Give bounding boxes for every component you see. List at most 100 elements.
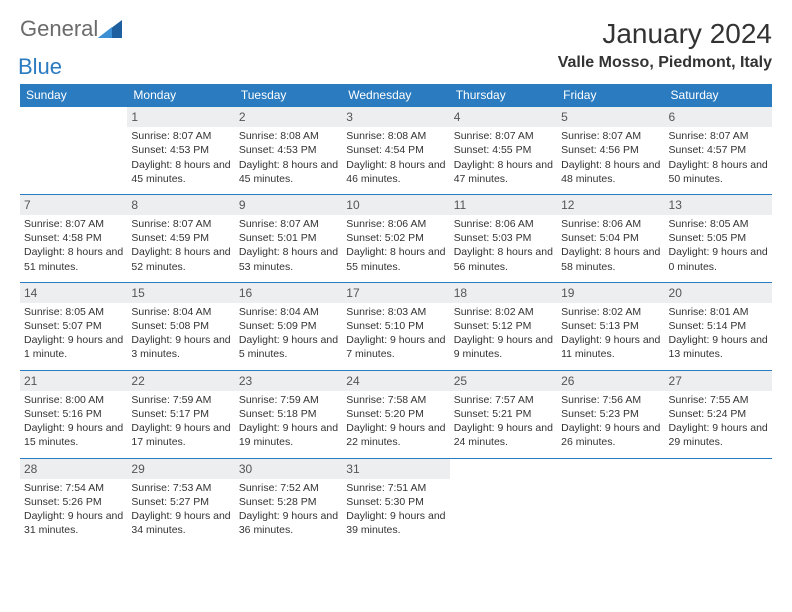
day-details: Sunrise: 8:00 AMSunset: 5:16 PMDaylight:… xyxy=(24,393,123,450)
day-details: Sunrise: 8:06 AMSunset: 5:03 PMDaylight:… xyxy=(454,217,553,274)
title-block: January 2024 Valle Mosso, Piedmont, Ital… xyxy=(558,18,772,72)
day-details: Sunrise: 8:07 AMSunset: 4:59 PMDaylight:… xyxy=(131,217,230,274)
calendar-day-cell: 19Sunrise: 8:02 AMSunset: 5:13 PMDayligh… xyxy=(557,282,664,370)
weekday-header: Friday xyxy=(557,84,664,107)
day-number: 3 xyxy=(342,107,449,127)
calendar-day-cell xyxy=(20,107,127,195)
calendar-day-cell: 31Sunrise: 7:51 AMSunset: 5:30 PMDayligh… xyxy=(342,458,449,545)
calendar-day-cell: 6Sunrise: 8:07 AMSunset: 4:57 PMDaylight… xyxy=(665,107,772,195)
calendar-day-cell: 13Sunrise: 8:05 AMSunset: 5:05 PMDayligh… xyxy=(665,194,772,282)
day-number: 12 xyxy=(557,195,664,215)
calendar-day-cell: 16Sunrise: 8:04 AMSunset: 5:09 PMDayligh… xyxy=(235,282,342,370)
calendar-day-cell: 27Sunrise: 7:55 AMSunset: 5:24 PMDayligh… xyxy=(665,370,772,458)
day-number: 28 xyxy=(20,459,127,479)
day-details: Sunrise: 8:04 AMSunset: 5:08 PMDaylight:… xyxy=(131,305,230,362)
logo-triangle-icon xyxy=(98,20,122,42)
day-details: Sunrise: 8:07 AMSunset: 4:53 PMDaylight:… xyxy=(131,129,230,186)
calendar-table: SundayMondayTuesdayWednesdayThursdayFrid… xyxy=(20,84,772,545)
calendar-week-row: 14Sunrise: 8:05 AMSunset: 5:07 PMDayligh… xyxy=(20,282,772,370)
day-details: Sunrise: 8:01 AMSunset: 5:14 PMDaylight:… xyxy=(669,305,768,362)
day-details: Sunrise: 8:05 AMSunset: 5:07 PMDaylight:… xyxy=(24,305,123,362)
day-number: 23 xyxy=(235,371,342,391)
day-number: 15 xyxy=(127,283,234,303)
location-text: Valle Mosso, Piedmont, Italy xyxy=(558,54,772,72)
day-details: Sunrise: 7:54 AMSunset: 5:26 PMDaylight:… xyxy=(24,481,123,538)
calendar-day-cell: 8Sunrise: 8:07 AMSunset: 4:59 PMDaylight… xyxy=(127,194,234,282)
day-number: 22 xyxy=(127,371,234,391)
logo-text-general: General xyxy=(20,18,98,40)
day-number: 9 xyxy=(235,195,342,215)
day-number: 27 xyxy=(665,371,772,391)
day-number: 24 xyxy=(342,371,449,391)
day-details: Sunrise: 7:59 AMSunset: 5:17 PMDaylight:… xyxy=(131,393,230,450)
calendar-day-cell xyxy=(450,458,557,545)
calendar-day-cell: 11Sunrise: 8:06 AMSunset: 5:03 PMDayligh… xyxy=(450,194,557,282)
day-details: Sunrise: 8:05 AMSunset: 5:05 PMDaylight:… xyxy=(669,217,768,274)
calendar-day-cell: 3Sunrise: 8:08 AMSunset: 4:54 PMDaylight… xyxy=(342,107,449,195)
day-details: Sunrise: 8:07 AMSunset: 4:57 PMDaylight:… xyxy=(669,129,768,186)
day-number: 13 xyxy=(665,195,772,215)
day-details: Sunrise: 7:57 AMSunset: 5:21 PMDaylight:… xyxy=(454,393,553,450)
calendar-day-cell: 30Sunrise: 7:52 AMSunset: 5:28 PMDayligh… xyxy=(235,458,342,545)
day-details: Sunrise: 8:06 AMSunset: 5:04 PMDaylight:… xyxy=(561,217,660,274)
day-number: 21 xyxy=(20,371,127,391)
weekday-header: Thursday xyxy=(450,84,557,107)
weekday-header: Monday xyxy=(127,84,234,107)
day-number: 1 xyxy=(127,107,234,127)
day-number: 30 xyxy=(235,459,342,479)
calendar-day-cell: 29Sunrise: 7:53 AMSunset: 5:27 PMDayligh… xyxy=(127,458,234,545)
day-details: Sunrise: 8:04 AMSunset: 5:09 PMDaylight:… xyxy=(239,305,338,362)
day-details: Sunrise: 7:51 AMSunset: 5:30 PMDaylight:… xyxy=(346,481,445,538)
calendar-day-cell: 25Sunrise: 7:57 AMSunset: 5:21 PMDayligh… xyxy=(450,370,557,458)
day-details: Sunrise: 7:59 AMSunset: 5:18 PMDaylight:… xyxy=(239,393,338,450)
calendar-day-cell: 5Sunrise: 8:07 AMSunset: 4:56 PMDaylight… xyxy=(557,107,664,195)
calendar-day-cell: 23Sunrise: 7:59 AMSunset: 5:18 PMDayligh… xyxy=(235,370,342,458)
day-number: 7 xyxy=(20,195,127,215)
weekday-header: Wednesday xyxy=(342,84,449,107)
weekday-header: Saturday xyxy=(665,84,772,107)
day-number: 4 xyxy=(450,107,557,127)
day-number: 18 xyxy=(450,283,557,303)
day-details: Sunrise: 8:07 AMSunset: 4:58 PMDaylight:… xyxy=(24,217,123,274)
calendar-day-cell: 21Sunrise: 8:00 AMSunset: 5:16 PMDayligh… xyxy=(20,370,127,458)
day-number: 31 xyxy=(342,459,449,479)
calendar-day-cell: 14Sunrise: 8:05 AMSunset: 5:07 PMDayligh… xyxy=(20,282,127,370)
day-number: 11 xyxy=(450,195,557,215)
day-details: Sunrise: 7:55 AMSunset: 5:24 PMDaylight:… xyxy=(669,393,768,450)
calendar-day-cell: 15Sunrise: 8:04 AMSunset: 5:08 PMDayligh… xyxy=(127,282,234,370)
day-number: 16 xyxy=(235,283,342,303)
day-number: 14 xyxy=(20,283,127,303)
day-number: 20 xyxy=(665,283,772,303)
day-number: 2 xyxy=(235,107,342,127)
calendar-week-row: 1Sunrise: 8:07 AMSunset: 4:53 PMDaylight… xyxy=(20,107,772,195)
calendar-day-cell: 24Sunrise: 7:58 AMSunset: 5:20 PMDayligh… xyxy=(342,370,449,458)
day-details: Sunrise: 8:03 AMSunset: 5:10 PMDaylight:… xyxy=(346,305,445,362)
calendar-day-cell: 10Sunrise: 8:06 AMSunset: 5:02 PMDayligh… xyxy=(342,194,449,282)
calendar-day-cell: 7Sunrise: 8:07 AMSunset: 4:58 PMDaylight… xyxy=(20,194,127,282)
calendar-day-cell: 2Sunrise: 8:08 AMSunset: 4:53 PMDaylight… xyxy=(235,107,342,195)
day-number: 26 xyxy=(557,371,664,391)
calendar-week-row: 7Sunrise: 8:07 AMSunset: 4:58 PMDaylight… xyxy=(20,194,772,282)
day-number: 19 xyxy=(557,283,664,303)
calendar-week-row: 21Sunrise: 8:00 AMSunset: 5:16 PMDayligh… xyxy=(20,370,772,458)
calendar-header-row: SundayMondayTuesdayWednesdayThursdayFrid… xyxy=(20,84,772,107)
calendar-day-cell: 18Sunrise: 8:02 AMSunset: 5:12 PMDayligh… xyxy=(450,282,557,370)
day-number: 29 xyxy=(127,459,234,479)
day-number: 25 xyxy=(450,371,557,391)
calendar-week-row: 28Sunrise: 7:54 AMSunset: 5:26 PMDayligh… xyxy=(20,458,772,545)
calendar-day-cell: 20Sunrise: 8:01 AMSunset: 5:14 PMDayligh… xyxy=(665,282,772,370)
weekday-header: Sunday xyxy=(20,84,127,107)
day-number: 8 xyxy=(127,195,234,215)
day-details: Sunrise: 7:56 AMSunset: 5:23 PMDaylight:… xyxy=(561,393,660,450)
day-details: Sunrise: 8:02 AMSunset: 5:12 PMDaylight:… xyxy=(454,305,553,362)
day-number: 5 xyxy=(557,107,664,127)
day-details: Sunrise: 8:07 AMSunset: 4:55 PMDaylight:… xyxy=(454,129,553,186)
day-number: 6 xyxy=(665,107,772,127)
day-details: Sunrise: 7:58 AMSunset: 5:20 PMDaylight:… xyxy=(346,393,445,450)
day-number: 10 xyxy=(342,195,449,215)
day-details: Sunrise: 8:02 AMSunset: 5:13 PMDaylight:… xyxy=(561,305,660,362)
calendar-day-cell: 4Sunrise: 8:07 AMSunset: 4:55 PMDaylight… xyxy=(450,107,557,195)
day-details: Sunrise: 8:08 AMSunset: 4:54 PMDaylight:… xyxy=(346,129,445,186)
page-title: January 2024 xyxy=(558,18,772,50)
day-details: Sunrise: 8:07 AMSunset: 5:01 PMDaylight:… xyxy=(239,217,338,274)
